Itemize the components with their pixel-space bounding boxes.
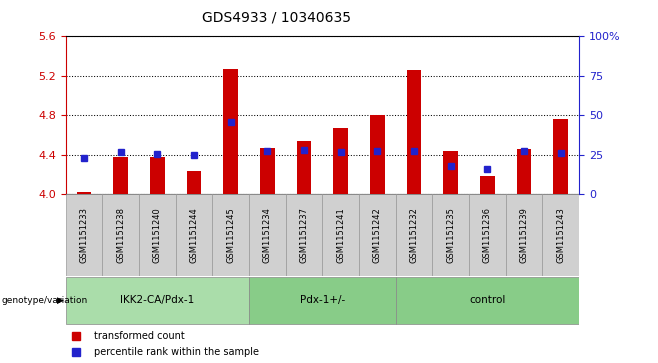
FancyBboxPatch shape: [506, 194, 542, 276]
FancyBboxPatch shape: [359, 194, 395, 276]
Bar: [77, 192, 91, 194]
FancyBboxPatch shape: [176, 194, 213, 276]
Text: GSM1151235: GSM1151235: [446, 207, 455, 263]
Bar: [113, 157, 128, 194]
FancyBboxPatch shape: [139, 194, 176, 276]
Text: Pdx-1+/-: Pdx-1+/-: [300, 295, 345, 305]
Text: GSM1151242: GSM1151242: [373, 207, 382, 263]
Text: GSM1151244: GSM1151244: [190, 207, 199, 263]
FancyBboxPatch shape: [249, 277, 395, 324]
Text: IKK2-CA/Pdx-1: IKK2-CA/Pdx-1: [120, 295, 195, 305]
Bar: [260, 148, 275, 194]
Bar: [553, 119, 568, 194]
Bar: [370, 115, 385, 194]
FancyBboxPatch shape: [542, 194, 579, 276]
Text: GSM1151234: GSM1151234: [263, 207, 272, 263]
Text: GSM1151232: GSM1151232: [409, 207, 418, 263]
Text: transformed count: transformed count: [94, 331, 185, 340]
Text: control: control: [469, 295, 505, 305]
Text: GSM1151239: GSM1151239: [520, 207, 528, 263]
Bar: [443, 151, 458, 194]
Text: GSM1151236: GSM1151236: [483, 207, 492, 263]
Text: GSM1151238: GSM1151238: [116, 207, 125, 263]
Bar: [297, 141, 311, 194]
FancyBboxPatch shape: [103, 194, 139, 276]
Bar: [517, 149, 532, 194]
FancyBboxPatch shape: [66, 277, 249, 324]
Text: GSM1151233: GSM1151233: [80, 207, 89, 263]
Bar: [150, 157, 164, 194]
FancyBboxPatch shape: [432, 194, 469, 276]
Text: percentile rank within the sample: percentile rank within the sample: [94, 347, 259, 357]
Text: GDS4933 / 10340635: GDS4933 / 10340635: [202, 11, 351, 25]
Text: genotype/variation: genotype/variation: [2, 296, 88, 305]
FancyBboxPatch shape: [66, 194, 103, 276]
Text: GSM1151237: GSM1151237: [299, 207, 309, 263]
Text: GSM1151245: GSM1151245: [226, 207, 236, 263]
FancyBboxPatch shape: [322, 194, 359, 276]
Bar: [224, 69, 238, 194]
Text: GSM1151241: GSM1151241: [336, 207, 345, 263]
FancyBboxPatch shape: [469, 194, 506, 276]
FancyBboxPatch shape: [213, 194, 249, 276]
FancyBboxPatch shape: [395, 194, 432, 276]
Text: GSM1151243: GSM1151243: [556, 207, 565, 263]
Text: GSM1151240: GSM1151240: [153, 207, 162, 263]
Bar: [334, 128, 348, 194]
FancyBboxPatch shape: [249, 194, 286, 276]
Bar: [187, 171, 201, 194]
Text: ▶: ▶: [57, 296, 64, 305]
Bar: [407, 70, 421, 194]
FancyBboxPatch shape: [286, 194, 322, 276]
Bar: [480, 176, 495, 194]
FancyBboxPatch shape: [395, 277, 579, 324]
